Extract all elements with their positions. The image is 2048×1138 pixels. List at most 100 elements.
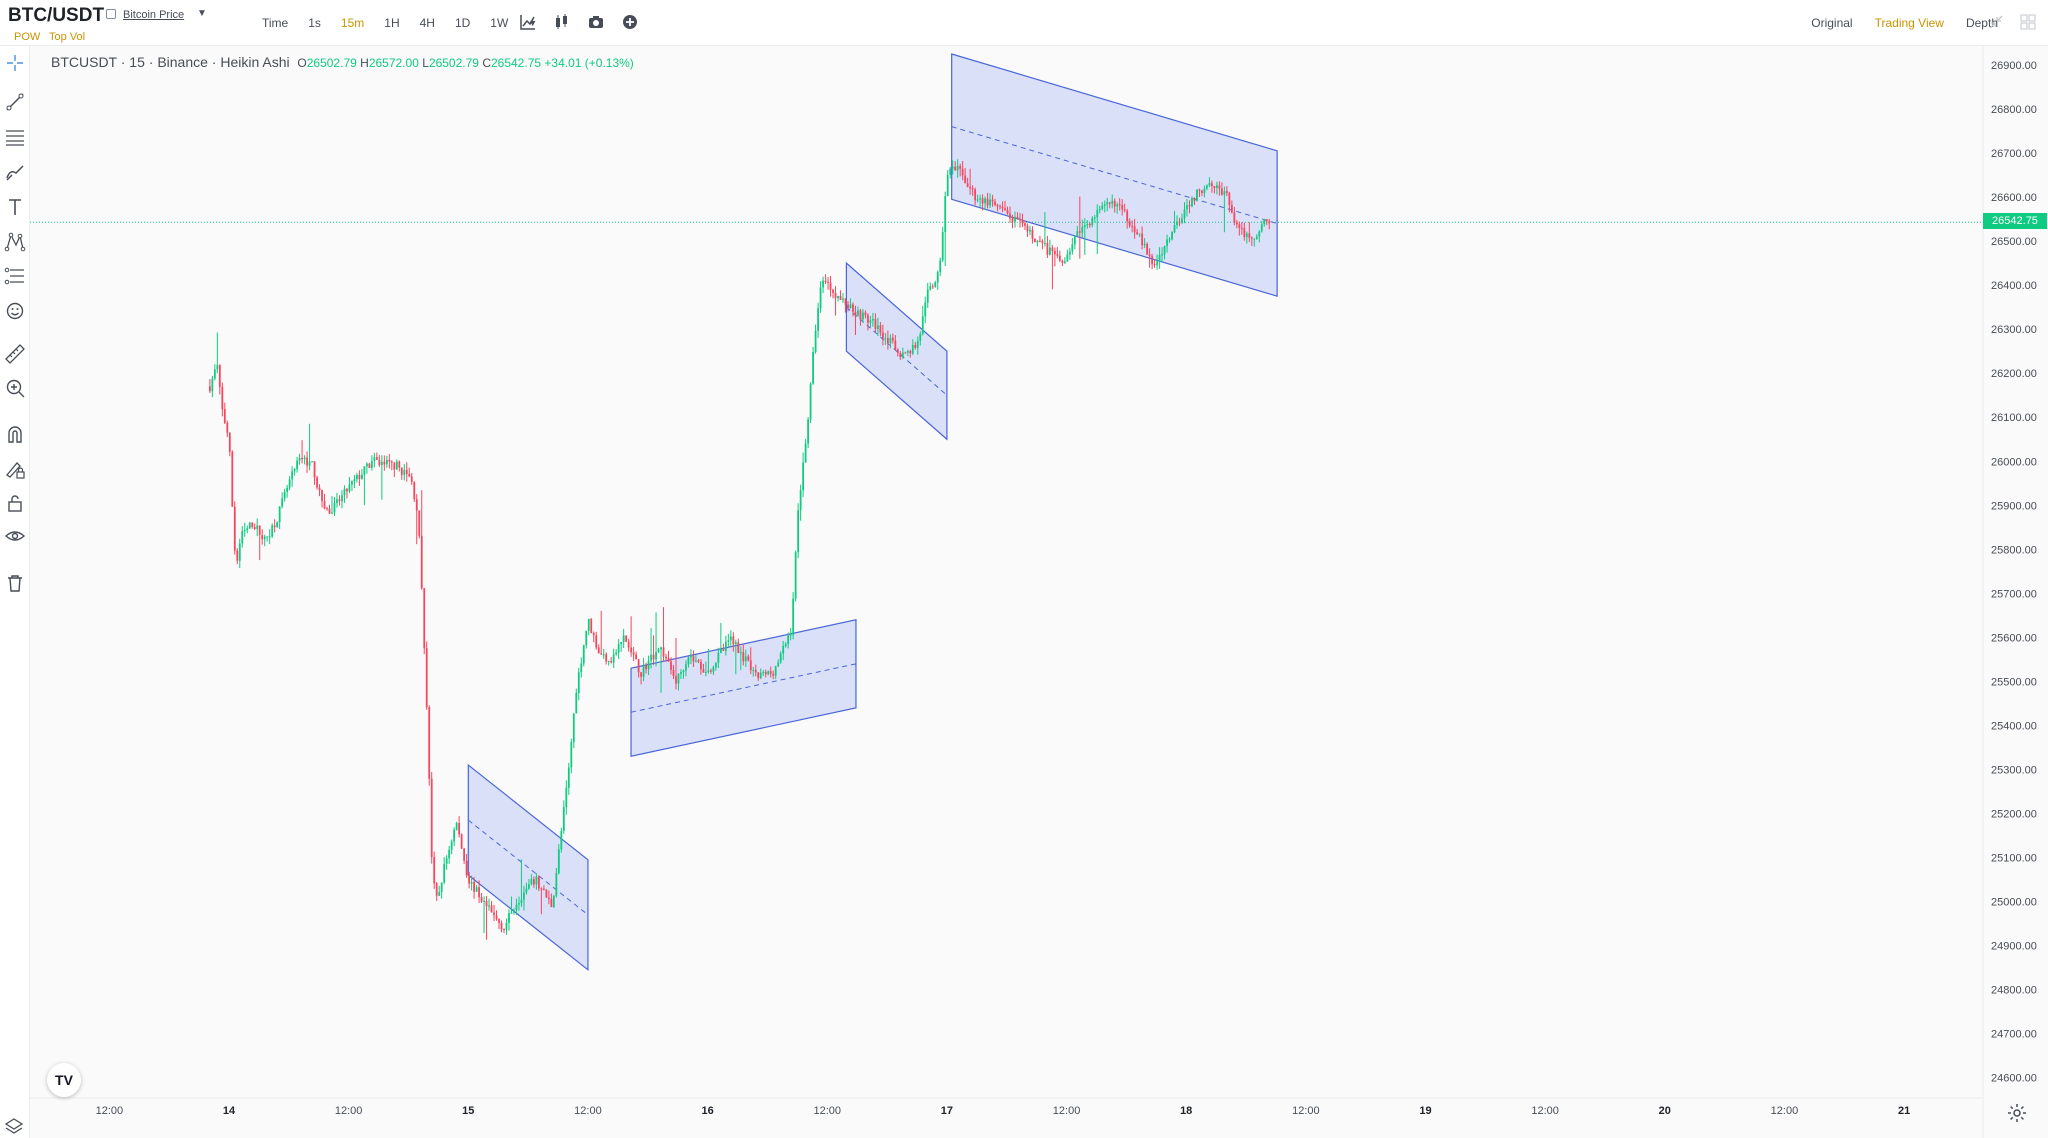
candle-body xyxy=(545,889,548,898)
candle-body xyxy=(1211,183,1213,187)
time-tick-label: 12:00 xyxy=(574,1105,602,1117)
candle-body xyxy=(1201,190,1203,193)
magnet-icon[interactable] xyxy=(4,423,26,445)
candle-body xyxy=(680,671,682,674)
tf-15m[interactable]: 15m xyxy=(340,16,365,30)
candle-type-icon[interactable] xyxy=(553,13,571,31)
candle-body xyxy=(1011,218,1014,222)
candle-body xyxy=(1225,191,1228,193)
fib-icon[interactable] xyxy=(4,265,26,287)
top-vol-tag[interactable]: Top Vol xyxy=(49,31,86,43)
tradingview-logo[interactable]: TV xyxy=(47,1063,81,1097)
candle-body xyxy=(415,499,418,511)
candle-body xyxy=(896,349,899,354)
candle-body xyxy=(286,487,289,492)
camera-icon[interactable] xyxy=(587,13,605,31)
layers-icon[interactable] xyxy=(4,1116,24,1136)
candle-body xyxy=(1188,205,1191,207)
candle-body xyxy=(530,879,533,885)
lock-icon[interactable] xyxy=(4,492,26,514)
trendline-icon[interactable] xyxy=(4,91,26,113)
candle-body xyxy=(490,905,493,913)
pattern-icon[interactable] xyxy=(4,231,26,253)
candle-body xyxy=(1158,254,1161,262)
candle-body xyxy=(1053,251,1056,255)
zoom-in-icon[interactable] xyxy=(4,377,26,399)
candle-body xyxy=(570,742,573,768)
lock-drawing-icon[interactable] xyxy=(4,458,26,480)
candle-body xyxy=(797,510,800,553)
tf-1w[interactable]: 1W xyxy=(490,16,509,30)
candle-body xyxy=(1133,226,1136,233)
ruler-icon[interactable] xyxy=(4,343,26,365)
candle-body xyxy=(1029,229,1031,232)
horizontal-lines-icon[interactable] xyxy=(4,126,26,148)
candle-body xyxy=(1123,209,1126,211)
indicators-icon[interactable] xyxy=(519,13,537,31)
tf-1h[interactable]: 1H xyxy=(384,16,400,30)
collapse-icon[interactable] xyxy=(1987,13,2005,31)
view-original[interactable]: Original xyxy=(1811,16,1853,30)
tf-1d[interactable]: 1D xyxy=(454,16,471,30)
candle-body xyxy=(959,166,962,169)
view-depth[interactable]: Depth xyxy=(1965,16,1998,30)
crosshair-icon[interactable] xyxy=(4,52,26,74)
candle-body xyxy=(303,457,306,460)
candle-body xyxy=(697,660,700,662)
candle-body xyxy=(1265,219,1268,222)
candle-body xyxy=(208,386,211,392)
candle-body xyxy=(343,488,346,496)
candle-body xyxy=(607,661,610,663)
candle-body xyxy=(510,912,513,914)
candle-body xyxy=(847,304,849,309)
emoji-icon[interactable] xyxy=(4,300,26,322)
bitcoin-price-link[interactable]: Bitcoin Price xyxy=(123,9,185,21)
price-chart[interactable]: 26900.00 26800.00 26700.00 26600.00 26500.00… xyxy=(30,46,2048,1138)
tf-more-chevron-icon[interactable]: ▼ xyxy=(528,18,538,28)
candle-body xyxy=(1181,218,1183,223)
candle-body xyxy=(1113,200,1116,207)
candle-body xyxy=(515,904,518,911)
candle-body xyxy=(944,196,947,233)
candle-body xyxy=(388,459,391,462)
tf-1s[interactable]: 1s xyxy=(308,16,321,30)
info-icon[interactable] xyxy=(106,9,116,19)
tf-time[interactable]: Time xyxy=(262,16,289,30)
candle-body xyxy=(682,670,685,672)
pow-tag[interactable]: POW xyxy=(14,31,41,43)
candle-body xyxy=(403,469,406,475)
candle-body xyxy=(789,634,792,636)
text-icon[interactable] xyxy=(4,196,26,218)
candle-body xyxy=(582,645,585,664)
candle-body xyxy=(231,451,234,507)
candle-body xyxy=(408,474,411,477)
symbol-title[interactable]: BTC/USDT xyxy=(8,5,105,26)
price-tick-label: 26300.00 xyxy=(1991,324,2037,336)
trash-icon[interactable] xyxy=(4,572,26,594)
settings-icon[interactable] xyxy=(2006,1102,2028,1124)
candle-body xyxy=(904,352,907,354)
candle-body xyxy=(1088,223,1091,226)
candle-body xyxy=(1230,205,1233,213)
candle-body xyxy=(637,659,640,673)
candle-body xyxy=(834,292,837,299)
brush-icon[interactable] xyxy=(4,161,26,183)
candle-body xyxy=(692,655,695,662)
add-circle-icon[interactable] xyxy=(621,13,639,31)
view-trading-view[interactable]: Trading View xyxy=(1874,16,1944,30)
candle-body xyxy=(251,522,254,528)
grid-layout-icon[interactable] xyxy=(2019,13,2037,31)
candle-body xyxy=(505,922,508,930)
candle-body xyxy=(528,884,530,889)
price-tick-label: 26800.00 xyxy=(1991,104,2037,116)
candle-body xyxy=(869,320,872,323)
eye-icon[interactable] xyxy=(4,525,26,547)
candle-body xyxy=(331,512,333,514)
candle-body xyxy=(1091,218,1094,226)
candle-body xyxy=(946,174,949,197)
candle-body xyxy=(281,498,284,507)
tf-4h[interactable]: 4H xyxy=(419,16,435,30)
candle-body xyxy=(964,175,967,184)
candle-body xyxy=(764,672,767,675)
chevron-down-icon[interactable]: ▼ xyxy=(197,8,207,19)
